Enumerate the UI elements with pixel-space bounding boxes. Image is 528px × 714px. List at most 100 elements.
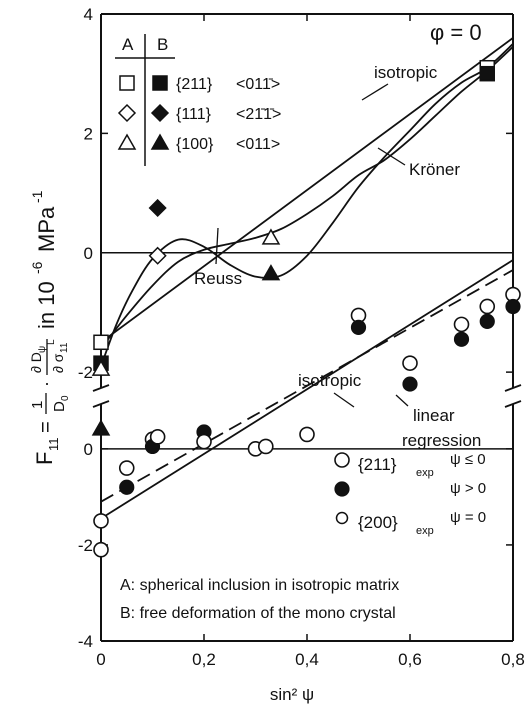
point-lower-filled-circle — [402, 376, 418, 392]
x-tick-label: 0,8 — [501, 650, 525, 669]
curve-upper-reuss — [100, 43, 514, 367]
y-tick-label-lower: -4 — [78, 632, 93, 651]
point-lower-filled-circle — [479, 313, 495, 329]
legend-marker-a — [119, 75, 135, 91]
ylabel-prefix: F — [32, 452, 57, 465]
xlabel: sin² ψ — [270, 685, 314, 704]
legend-marker-lower — [334, 481, 350, 497]
legend-orientation: {111} — [176, 106, 212, 123]
point-lower-open-circle-large — [93, 513, 109, 529]
legend-marker-lower — [335, 511, 349, 525]
y-tick-label-lower: -2 — [78, 536, 93, 555]
point-lower-filled-circle — [119, 479, 135, 495]
ylabel-units: in 10 — [34, 281, 59, 329]
point-upper-open-triangle — [91, 359, 111, 376]
point-lower-open-circle-large — [93, 541, 109, 558]
legend-marker-lower — [334, 452, 350, 468]
legend-marker-a — [117, 133, 137, 150]
curve-lower-linear-regression — [100, 269, 514, 503]
break-mark — [92, 384, 110, 392]
ylabel-frac2-num: ∂ D — [28, 352, 44, 373]
point-lower-open-circle-large — [257, 438, 274, 455]
point-lower-filled-circle — [505, 298, 521, 315]
ylabel-frac1-den: D — [51, 401, 68, 412]
y-tick-label-upper: 4 — [84, 5, 93, 24]
point-lower-filled-circle — [350, 319, 367, 335]
point-lower-filled-circle — [453, 331, 470, 347]
point-lower-open-circle-large — [118, 460, 135, 476]
y-tick-label-upper: -2 — [78, 363, 93, 382]
ylabel-frac2-den: ∂ σ — [50, 353, 66, 373]
point-upper-open-diamond — [148, 246, 167, 265]
legend-marker-b — [150, 103, 170, 123]
ylabel-equals: = — [35, 421, 57, 433]
break-mark — [92, 400, 110, 408]
legend-marker-b — [150, 133, 170, 150]
legend-condition-lower: ψ ≤ 0 — [450, 451, 486, 468]
data-points — [91, 59, 521, 558]
lower-legend: {211} exp ψ ≤ 0 ψ > 0 {200} exp ψ = 0 — [334, 451, 486, 537]
point-lower-open-circle-large — [196, 433, 212, 450]
label-isotropic-upper: isotropic — [374, 63, 438, 82]
footnote-a: A: spherical inclusion in isotropic matr… — [120, 577, 399, 594]
ylabel-frac1-den-sub: 0 — [60, 395, 71, 401]
point-lower-open-circle-large — [402, 355, 418, 371]
y-tick-label-upper: 2 — [84, 124, 93, 143]
break-mark — [504, 384, 522, 392]
x-tick-label: 0,4 — [295, 650, 319, 669]
legend-direction: <21̄1̄> — [236, 106, 281, 123]
point-upper-open-triangle — [261, 228, 281, 245]
legend-header-b: B — [157, 35, 168, 54]
legend-sub-lower: exp — [416, 467, 434, 479]
ylabel-frac2-num-sub: ψ — [37, 346, 48, 353]
ylabel-units-unit-exp: -1 — [29, 190, 45, 203]
point-lower-open-circle-large — [299, 426, 315, 443]
legend-marker-b — [152, 75, 168, 91]
upper-legend: A B {211} <011̄> {111} <21̄1̄> {100} <011> — [115, 34, 281, 166]
curves — [100, 37, 514, 520]
legend-marker-a — [117, 103, 137, 123]
point-upper-filled-triangle — [91, 419, 111, 436]
x-tick-label: 0,6 — [398, 650, 422, 669]
legend-condition-lower: ψ = 0 — [450, 509, 486, 526]
ylabel-units-exp: -6 — [29, 261, 45, 274]
y-axis-label: F 11 = 1 D 0 · ∂ D ψ ∂ σ 11 L in 10 -6 M… — [28, 190, 71, 465]
legend-orientation: {211} — [176, 76, 213, 93]
y-tick-label-lower: 0 — [84, 440, 93, 459]
point-upper-open-square — [93, 334, 109, 351]
legend-orientation: {100} — [176, 136, 214, 153]
condition-label: φ = 0 — [430, 20, 482, 45]
legend-label-lower: {211} — [358, 455, 397, 474]
legend-header-a: A — [122, 35, 134, 54]
x-tick-label: 0,2 — [192, 650, 216, 669]
curve-lower-isotropic — [100, 259, 514, 520]
y-tick-label-upper: 0 — [84, 244, 93, 263]
ylabel-dot: · — [36, 381, 56, 387]
legend-direction: <011̄> — [236, 76, 280, 93]
curve-upper-isotropic — [100, 37, 514, 344]
label-regression: regression — [402, 431, 481, 450]
point-lower-open-circle-large — [453, 316, 470, 333]
legend-sub-lower: exp — [416, 525, 434, 537]
break-mark — [504, 400, 522, 408]
label-isotropic-lower: isotropic — [298, 371, 362, 390]
ylabel-units-unit: MPa — [34, 206, 59, 252]
x-tick-label: 0 — [96, 650, 105, 669]
label-kroner: Kröner — [409, 160, 460, 179]
ylabel-prefix-sub: 11 — [46, 438, 61, 452]
legend-label-lower: {200} — [358, 513, 398, 532]
curve-upper-kr-ner — [100, 46, 514, 349]
axes: 0 0,2 0,4 0,6 0,8 4 2 0 -2 0 -2 -4 — [78, 5, 525, 669]
point-upper-filled-triangle — [261, 264, 281, 281]
ylabel-frac2-den-sup: L — [46, 339, 57, 345]
point-upper-filled-square — [479, 65, 495, 82]
legend-condition-lower: ψ > 0 — [450, 480, 486, 497]
point-lower-open-circle-large — [149, 429, 166, 445]
ylabel-frac2-den-sub: 11 — [59, 342, 70, 353]
footnote-b: B: free deformation of the mono crystal — [120, 605, 396, 622]
x-axis-label: sin² ψ — [270, 685, 314, 704]
ylabel-frac1-num: 1 — [29, 401, 46, 409]
point-lower-open-circle-large — [479, 298, 496, 315]
label-reuss: Reuss — [194, 269, 242, 288]
